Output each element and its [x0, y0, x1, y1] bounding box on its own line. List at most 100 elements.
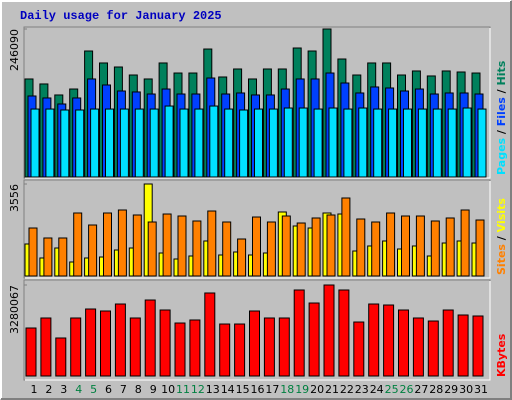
legend-separator: / — [495, 85, 508, 97]
bar — [432, 108, 442, 178]
bar — [457, 314, 469, 377]
bar — [462, 107, 472, 178]
x-tick-label: 19 — [295, 383, 309, 396]
bar — [442, 309, 454, 377]
bar — [224, 108, 234, 178]
bar — [134, 108, 144, 178]
x-tick-label: 10 — [161, 383, 175, 396]
bar — [475, 219, 485, 277]
bar — [179, 108, 189, 178]
bar — [30, 108, 40, 178]
bar — [43, 237, 53, 277]
bar — [358, 107, 368, 178]
y-tick-label: 246090 — [8, 29, 21, 71]
bar — [100, 310, 111, 377]
x-tick-label: 2 — [45, 383, 52, 396]
bar — [311, 217, 321, 277]
bar — [119, 108, 129, 178]
bar — [427, 320, 439, 377]
bar — [353, 321, 365, 377]
bar — [254, 108, 263, 178]
legend-separator: / — [495, 126, 508, 138]
x-tick-label: 31 — [474, 383, 488, 396]
x-tick-label: 5 — [90, 383, 97, 396]
bar — [430, 220, 440, 277]
bar — [417, 108, 427, 178]
legend-separator: / — [495, 232, 508, 244]
bar — [55, 337, 67, 377]
x-tick-label: 7 — [120, 383, 127, 396]
x-tick-label: 29 — [444, 383, 458, 396]
x-tick-label: 25 — [385, 383, 399, 396]
legend: Pages / Files / Hits — [495, 60, 508, 175]
x-tick-label: 30 — [459, 383, 473, 396]
bar — [341, 197, 351, 277]
bar — [388, 108, 398, 178]
bar — [144, 299, 156, 377]
y-tick-label: 3280067 — [8, 285, 21, 334]
legend-entry: KBytes — [495, 333, 508, 377]
x-tick-label: 9 — [150, 383, 157, 396]
bar — [266, 221, 276, 277]
x-tick-label: 21 — [325, 383, 339, 396]
bar — [192, 220, 202, 277]
x-tick-label: 3 — [60, 383, 67, 396]
bar — [149, 108, 159, 178]
panel-edge — [25, 28, 491, 179]
bar — [308, 302, 320, 377]
bar — [368, 303, 380, 377]
bar — [298, 107, 308, 178]
chart-title: Daily usage for January 2025 — [20, 9, 222, 23]
bar — [85, 308, 97, 377]
bar — [249, 310, 260, 377]
bar — [356, 218, 366, 277]
x-tick-label: 16 — [251, 383, 265, 396]
bar — [239, 109, 249, 178]
legend-entry: Pages — [495, 137, 508, 175]
legend-entry: Hits — [495, 60, 508, 85]
bar — [73, 212, 83, 277]
bar — [234, 323, 246, 377]
x-tick-label: 18 — [280, 383, 294, 396]
bar — [447, 108, 457, 178]
bar — [40, 317, 52, 377]
bar — [88, 224, 98, 277]
bar — [386, 212, 396, 277]
bar — [383, 304, 395, 377]
bar — [445, 217, 455, 277]
bar — [343, 108, 353, 178]
bar — [164, 105, 174, 178]
x-tick-label: 12 — [191, 383, 205, 396]
y-tick-label: 3556 — [8, 184, 21, 212]
bar — [477, 108, 487, 178]
bar — [323, 284, 335, 377]
bar — [147, 221, 157, 277]
bar — [58, 237, 68, 277]
x-tick-label: 1 — [31, 383, 38, 396]
bar — [117, 209, 127, 277]
bar — [90, 108, 100, 178]
bar — [338, 289, 350, 377]
bar — [460, 209, 470, 277]
bar — [263, 317, 275, 377]
bar — [219, 323, 231, 377]
bar — [326, 214, 336, 277]
x-tick-label: 4 — [75, 383, 82, 396]
bar — [105, 108, 114, 178]
bar — [103, 212, 112, 277]
bar — [132, 214, 142, 277]
x-tick-label: 17 — [265, 383, 279, 396]
bar — [75, 109, 85, 178]
bar — [415, 215, 425, 277]
bar — [174, 322, 186, 377]
bar — [401, 215, 410, 277]
bar — [25, 327, 37, 377]
bar — [283, 107, 293, 178]
bar — [129, 317, 141, 377]
bar — [252, 216, 261, 277]
bar — [293, 289, 305, 377]
x-tick-label: 28 — [429, 383, 443, 396]
